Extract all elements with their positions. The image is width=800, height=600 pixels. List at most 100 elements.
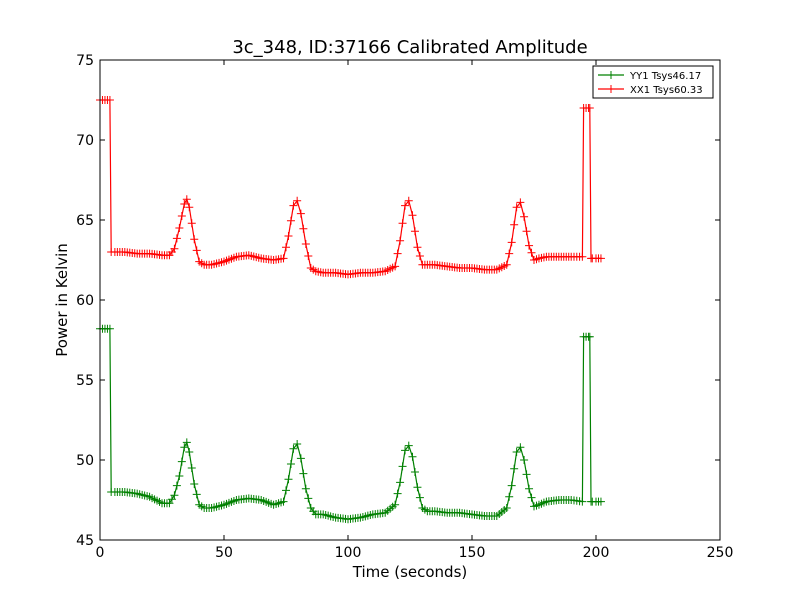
data-point-marker: [527, 493, 536, 502]
data-point-marker: [170, 491, 179, 500]
data-point-marker: [398, 462, 407, 471]
data-point-marker: [279, 497, 288, 506]
data-point-marker: [105, 324, 114, 333]
data-point-marker: [404, 196, 413, 205]
data-point-marker: [182, 195, 191, 204]
data-point-marker: [175, 472, 184, 480]
series-markers-0: [96, 324, 605, 524]
chart-title: 3c_348, ID:37166 Calibrated Amplitude: [232, 37, 587, 58]
data-point-marker: [415, 252, 424, 260]
data-point-marker: [522, 227, 531, 236]
data-point-marker: [512, 203, 521, 212]
data-point-marker: [520, 456, 529, 464]
data-point-marker: [408, 452, 417, 461]
data-point-marker: [401, 446, 410, 455]
y-tick-label: 50: [76, 453, 94, 469]
data-point-marker: [170, 244, 179, 253]
data-point-marker: [296, 209, 305, 218]
data-point-marker: [516, 198, 525, 207]
x-tick-label: 0: [96, 545, 105, 561]
data-point-marker: [507, 481, 516, 490]
data-point-marker: [596, 254, 605, 263]
data-point-marker: [190, 235, 199, 244]
data-point-marker: [190, 480, 199, 488]
plot-area: [96, 96, 605, 524]
data-point-marker: [393, 489, 402, 498]
data-point-marker: [286, 216, 295, 225]
y-tick-label: 45: [76, 533, 94, 549]
data-point-marker: [512, 448, 521, 456]
legend-box: [592, 65, 714, 99]
data-point-marker: [520, 212, 529, 221]
data-point-marker: [175, 224, 184, 232]
data-point-marker: [182, 438, 191, 447]
data-point-marker: [415, 493, 424, 502]
data-point-marker: [413, 483, 422, 492]
data-point-marker: [391, 500, 400, 509]
data-point-marker: [505, 492, 514, 501]
data-point-marker: [585, 332, 594, 341]
data-point-marker: [192, 490, 201, 499]
legend-label: YY1 Tsys46.17: [629, 71, 701, 82]
data-point-marker: [284, 475, 293, 484]
data-point-marker: [304, 252, 313, 260]
legend: YY1 Tsys46.17 XX1 Tsys60.33: [592, 65, 714, 99]
data-point-marker: [527, 248, 536, 257]
legend-label: XX1 Tsys60.33: [630, 85, 703, 96]
data-point-marker: [505, 249, 514, 258]
data-point-marker: [293, 440, 302, 448]
data-point-marker: [507, 238, 516, 247]
data-point-marker: [396, 236, 405, 245]
data-point-marker: [410, 227, 419, 236]
data-point-marker: [408, 211, 417, 220]
data-point-marker: [105, 96, 114, 104]
data-point-marker: [301, 240, 310, 248]
y-tick-label: 70: [76, 133, 94, 149]
data-point-marker: [187, 464, 196, 472]
legend-swatch-marker: [607, 85, 615, 93]
data-point-marker: [510, 220, 519, 229]
data-point-marker: [177, 212, 186, 220]
data-point-marker: [293, 196, 302, 205]
data-point-marker: [304, 494, 313, 503]
legend-swatch-marker: [607, 71, 615, 79]
x-tick-label: 150: [459, 545, 486, 561]
data-point-marker: [578, 252, 587, 261]
x-tick-label: 250: [707, 545, 734, 561]
data-point-marker: [279, 254, 288, 263]
data-point-marker: [286, 460, 295, 468]
data-point-marker: [187, 219, 196, 228]
data-point-marker: [525, 241, 534, 250]
data-point-marker: [185, 448, 194, 456]
y-tick-label: 75: [76, 53, 94, 69]
y-tick-label: 55: [76, 373, 94, 389]
data-point-marker: [282, 243, 290, 252]
x-tick-label: 200: [583, 545, 610, 561]
data-point-marker: [401, 201, 410, 210]
x-axis-label: Time (seconds): [352, 563, 468, 581]
data-point-marker: [404, 441, 413, 450]
data-point-marker: [410, 468, 419, 476]
data-point-marker: [398, 219, 407, 228]
data-point-marker: [172, 234, 181, 243]
data-point-marker: [299, 224, 308, 233]
data-point-marker: [301, 484, 310, 493]
x-tick-label: 50: [215, 545, 233, 561]
data-point-marker: [596, 497, 605, 506]
data-point-marker: [516, 443, 525, 452]
y-tick-label: 60: [76, 293, 94, 309]
data-point-marker: [522, 470, 531, 479]
data-point-marker: [393, 249, 402, 258]
data-point-marker: [284, 232, 293, 240]
data-point-marker: [510, 464, 519, 473]
data-point-marker: [289, 444, 298, 453]
x-tick-label: 100: [335, 545, 362, 561]
data-point-marker: [299, 469, 308, 478]
series-markers-1: [96, 96, 605, 279]
data-point-marker: [502, 260, 511, 269]
data-point-marker: [396, 478, 405, 487]
data-point-marker: [578, 497, 587, 506]
data-point-marker: [180, 200, 189, 208]
